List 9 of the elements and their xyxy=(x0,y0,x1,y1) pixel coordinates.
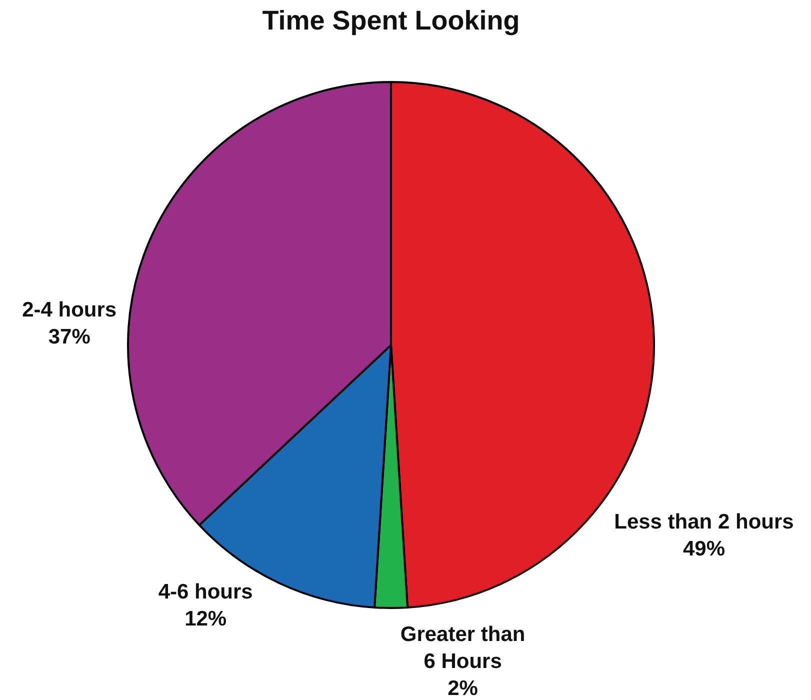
data-label: 37% xyxy=(48,325,91,348)
slice-label: 2-4 hours xyxy=(22,298,117,322)
chart-title: Time Spent Looking xyxy=(262,5,520,36)
data-label: 49% xyxy=(682,538,726,560)
slice-label: Less than 2 hours xyxy=(614,510,794,534)
slice-label: Greater than 6 Hours xyxy=(400,622,526,673)
slice-label: 4-6 hours xyxy=(158,580,253,604)
data-label: 12% xyxy=(184,608,227,631)
data-label: 2% xyxy=(448,676,478,700)
